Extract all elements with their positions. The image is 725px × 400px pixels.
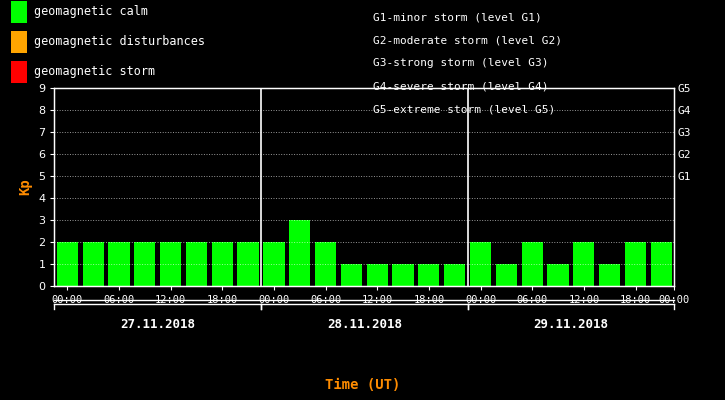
Text: G2-moderate storm (level G2): G2-moderate storm (level G2) <box>373 35 563 45</box>
Bar <box>392 264 414 286</box>
Bar <box>367 264 388 286</box>
Bar <box>83 242 104 286</box>
Bar <box>160 242 181 286</box>
Bar <box>57 242 78 286</box>
Text: geomagnetic calm: geomagnetic calm <box>34 6 148 18</box>
Text: 29.11.2018: 29.11.2018 <box>534 318 608 331</box>
Bar <box>315 242 336 286</box>
Text: G3-strong storm (level G3): G3-strong storm (level G3) <box>373 58 549 68</box>
Text: G5-extreme storm (level G5): G5-extreme storm (level G5) <box>373 105 555 115</box>
Bar <box>521 242 543 286</box>
Text: geomagnetic storm: geomagnetic storm <box>34 66 155 78</box>
Bar <box>263 242 284 286</box>
Bar <box>573 242 594 286</box>
Bar <box>547 264 568 286</box>
Bar <box>186 242 207 286</box>
Bar <box>212 242 233 286</box>
Bar <box>134 242 155 286</box>
Bar <box>625 242 646 286</box>
Bar <box>651 242 672 286</box>
Bar <box>341 264 362 286</box>
Bar <box>418 264 439 286</box>
Bar <box>238 242 259 286</box>
Text: 28.11.2018: 28.11.2018 <box>327 318 402 331</box>
Bar <box>496 264 517 286</box>
Bar <box>108 242 130 286</box>
Text: G4-severe storm (level G4): G4-severe storm (level G4) <box>373 82 549 92</box>
Text: G1-minor storm (level G1): G1-minor storm (level G1) <box>373 12 542 22</box>
Bar <box>289 220 310 286</box>
Text: geomagnetic disturbances: geomagnetic disturbances <box>34 36 205 48</box>
Bar <box>470 242 491 286</box>
Bar <box>599 264 621 286</box>
Y-axis label: Kp: Kp <box>19 179 33 195</box>
Text: Time (UT): Time (UT) <box>325 378 400 392</box>
Text: 27.11.2018: 27.11.2018 <box>120 318 195 331</box>
Bar <box>444 264 465 286</box>
